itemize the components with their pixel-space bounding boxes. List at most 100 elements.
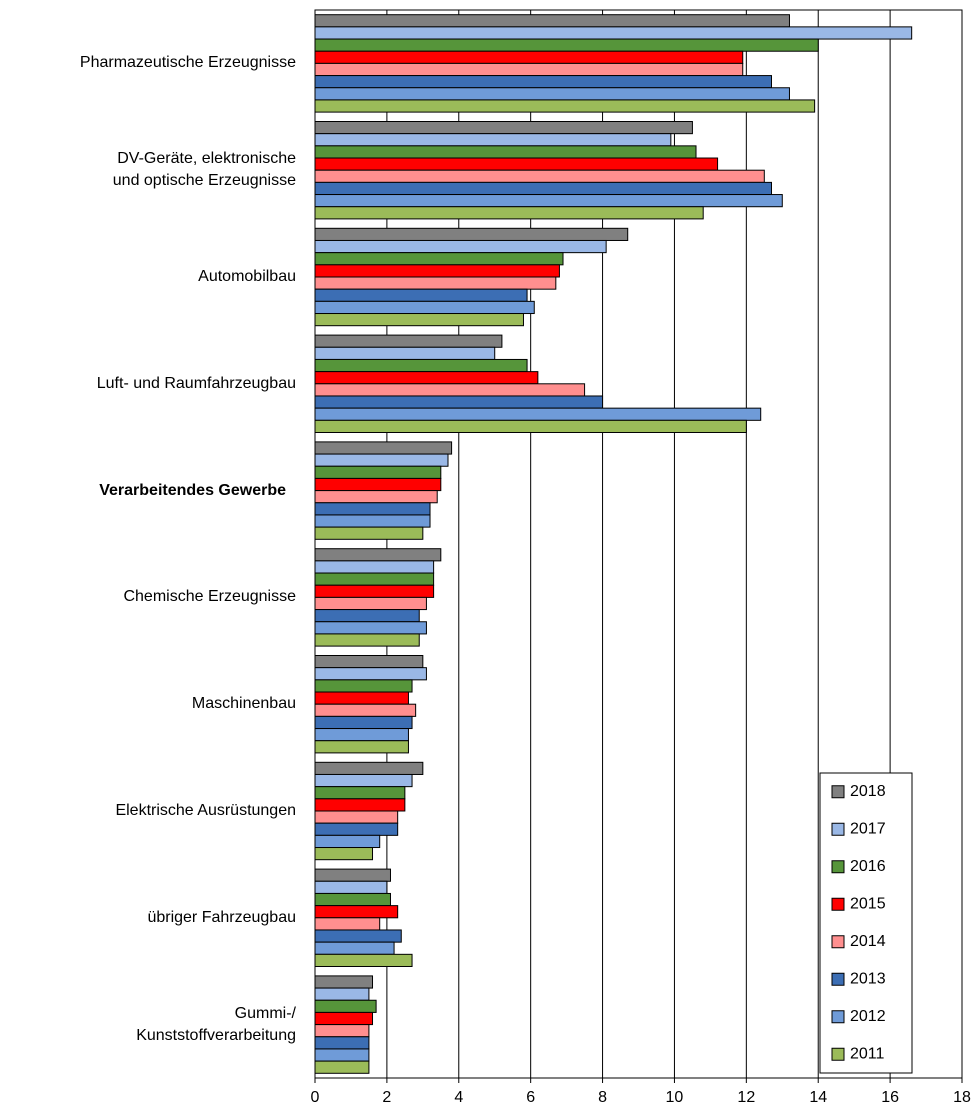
legend-label: 2015 — [850, 895, 886, 912]
legend-box — [819, 772, 913, 1074]
x-tick-label: 8 — [598, 1089, 607, 1106]
legend-swatch — [831, 972, 845, 986]
bar — [314, 929, 402, 943]
bar — [314, 99, 816, 113]
bar — [314, 761, 424, 775]
bar — [314, 703, 417, 717]
bar — [314, 490, 438, 504]
bar — [314, 1011, 374, 1026]
bar — [314, 300, 535, 315]
bar — [314, 441, 453, 455]
bar — [314, 169, 765, 183]
legend-label: 2014 — [850, 933, 886, 950]
legend-swatch — [831, 1010, 845, 1024]
bar — [314, 1048, 370, 1062]
bar — [314, 26, 913, 40]
bar — [314, 868, 391, 882]
x-tick-label: 10 — [666, 1089, 684, 1106]
category-label: Verarbeitendes Gewerbe — [99, 481, 286, 499]
bar — [314, 239, 607, 254]
bar — [314, 975, 374, 989]
bar — [314, 395, 604, 409]
legend-label: 2016 — [850, 858, 886, 875]
bar — [314, 477, 442, 492]
bar — [314, 453, 449, 467]
legend-swatch — [831, 785, 845, 799]
bar — [314, 465, 442, 479]
bar — [314, 145, 697, 159]
category-label: übriger Fahrzeugbau — [147, 908, 296, 926]
bar — [314, 905, 399, 919]
bar — [314, 1024, 370, 1038]
bar — [314, 847, 374, 861]
legend-label: 2017 — [850, 820, 886, 837]
x-tick-label: 18 — [953, 1089, 971, 1106]
bar — [314, 514, 431, 528]
category-label: Chemische Erzeugnisse — [123, 588, 296, 606]
bar — [314, 133, 672, 147]
category-label: Gummi-/ Kunststoffverarbeitung — [136, 1004, 296, 1044]
bar — [314, 773, 413, 788]
bar — [314, 181, 772, 196]
category-label: Automobilbau — [198, 268, 296, 285]
bar — [314, 371, 539, 385]
bar — [314, 346, 496, 360]
x-tick-label: 4 — [454, 1089, 463, 1106]
bar — [314, 358, 528, 373]
bar — [314, 526, 424, 540]
category-label: DV-Geräte, elektronische und optische Er… — [112, 150, 296, 190]
category-label: Pharmazeutische Erzeugnisse — [79, 54, 296, 72]
bar — [314, 880, 388, 894]
bar — [314, 548, 442, 562]
bar — [314, 14, 790, 28]
bar — [314, 834, 381, 849]
bar — [314, 987, 370, 1001]
bar — [314, 633, 420, 647]
bar — [314, 740, 409, 754]
bar — [314, 38, 819, 52]
bar — [314, 334, 503, 348]
x-tick-label: 14 — [809, 1089, 827, 1106]
bar — [314, 999, 377, 1013]
x-tick-label: 12 — [737, 1089, 755, 1106]
bar — [314, 892, 391, 907]
x-tick-label: 16 — [881, 1089, 899, 1106]
bar — [314, 62, 744, 77]
bar — [314, 572, 435, 586]
bar — [314, 313, 524, 327]
bar — [314, 419, 747, 434]
bar — [314, 206, 704, 220]
bar — [314, 596, 427, 611]
x-tick-label: 6 — [526, 1089, 535, 1106]
bar — [314, 407, 762, 421]
bar — [314, 679, 413, 693]
bar — [314, 50, 744, 64]
bar — [314, 654, 424, 669]
legend-swatch — [831, 897, 845, 911]
x-tick-label: 0 — [311, 1089, 320, 1106]
bar — [314, 715, 413, 730]
legend-label: 2011 — [850, 1045, 885, 1062]
legend-label: 2013 — [850, 970, 886, 987]
bar — [314, 157, 719, 171]
legend-label: 2012 — [850, 1008, 886, 1025]
bar — [314, 941, 395, 955]
legend-swatch — [831, 1047, 845, 1061]
bar — [314, 227, 629, 241]
bar — [314, 798, 406, 812]
bar — [314, 194, 783, 208]
category-label: Luft- und Raumfahrzeugbau — [96, 374, 296, 392]
legend-swatch — [831, 860, 845, 874]
plot-border — [314, 9, 963, 1079]
legend-swatch — [831, 935, 845, 949]
bar — [314, 953, 413, 968]
legend-label: 2018 — [850, 783, 886, 800]
bar — [314, 120, 693, 135]
bar — [314, 1060, 370, 1074]
bar — [314, 502, 431, 516]
bar — [314, 667, 427, 681]
category-label: Elektrische Ausrüstungen — [115, 802, 296, 819]
legend-swatch — [831, 822, 845, 836]
